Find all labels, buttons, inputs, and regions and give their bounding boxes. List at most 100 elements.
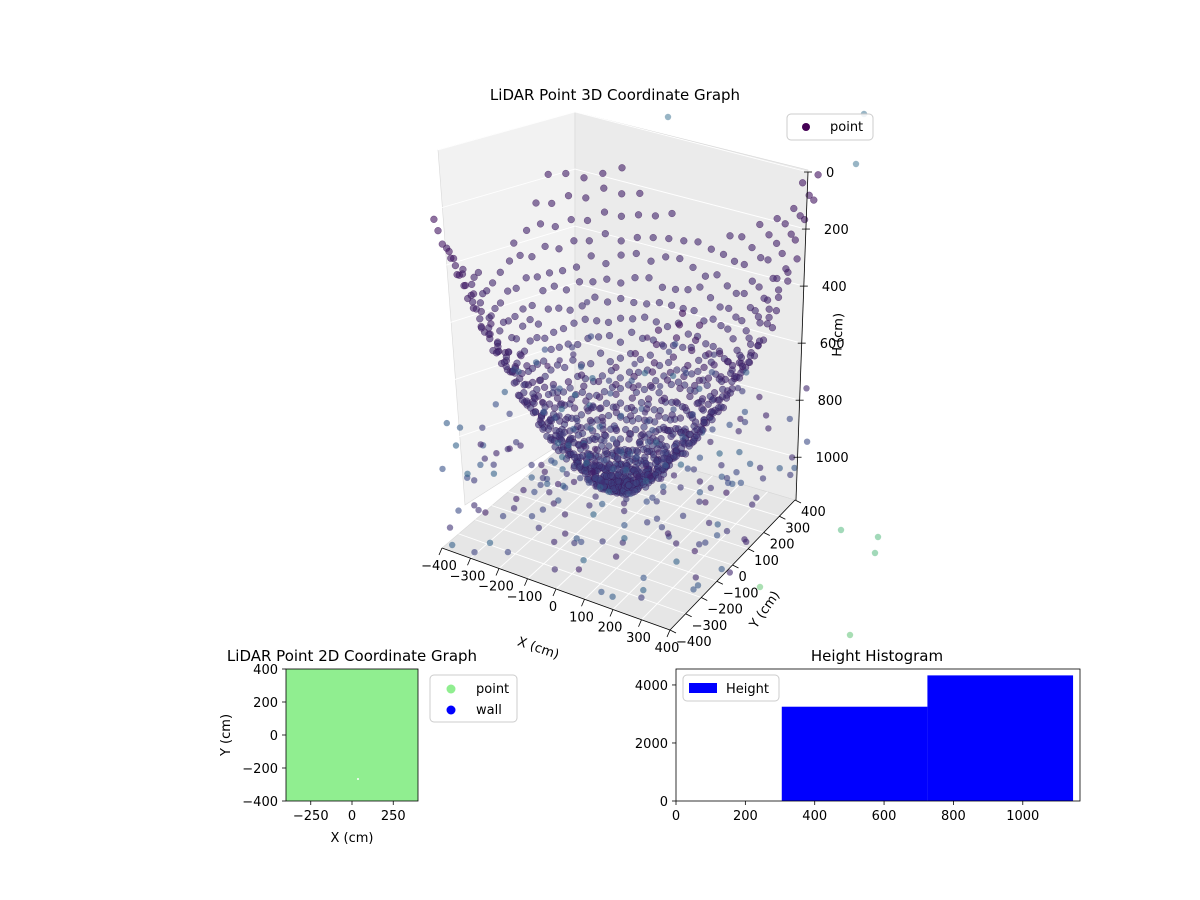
scatter-3d-point bbox=[601, 437, 608, 444]
scatter-3d-point bbox=[455, 507, 462, 514]
scatter-3d-point bbox=[602, 399, 611, 407]
scatter-3d-point bbox=[735, 428, 742, 435]
scatter-3d-point bbox=[512, 284, 520, 292]
scatter-3d-point bbox=[617, 412, 625, 419]
scatter-3d-point bbox=[680, 237, 688, 245]
scatter-3d-point bbox=[696, 454, 704, 461]
scatter-3d-point bbox=[764, 256, 772, 264]
scatter-3d-point bbox=[781, 220, 789, 228]
scatter-3d-point bbox=[566, 384, 574, 392]
scatter-3d-point bbox=[641, 369, 648, 377]
histogram-bar bbox=[927, 675, 1074, 801]
scatter-3d-point bbox=[662, 442, 671, 451]
y-tick-3d bbox=[779, 515, 786, 520]
scatter-3d-point bbox=[486, 539, 494, 546]
z-tick-label-3d: 1000 bbox=[816, 451, 849, 466]
scatter-3d-point bbox=[617, 237, 625, 245]
x-tick-label-hist: 800 bbox=[941, 809, 966, 824]
scatter-3d-point bbox=[492, 349, 501, 357]
x-axis-label-2d: X (cm) bbox=[331, 831, 374, 846]
scatter-3d-point bbox=[599, 169, 607, 178]
scatter-3d-point bbox=[548, 457, 555, 464]
scatter-3d-point bbox=[587, 333, 595, 340]
scatter-3d-point bbox=[601, 230, 609, 238]
x-tick-3d bbox=[581, 599, 585, 607]
scatter-3d-point bbox=[516, 251, 524, 260]
legend-2d: point wall bbox=[429, 674, 518, 723]
scatter-3d-point bbox=[434, 227, 442, 235]
scatter-3d-point bbox=[653, 515, 661, 522]
scatter-3d-point bbox=[696, 429, 703, 436]
scatter-3d-point bbox=[493, 450, 500, 457]
scatter-3d-point bbox=[675, 321, 684, 329]
scatter-3d-point bbox=[713, 271, 721, 279]
scatter-3d-point bbox=[517, 442, 524, 449]
scatter-3d-point bbox=[793, 255, 801, 263]
scatter-3d-point bbox=[496, 268, 504, 276]
scatter-3d-point bbox=[714, 521, 721, 528]
scatter-3d-point bbox=[682, 369, 690, 377]
scatter-3d-point bbox=[578, 388, 587, 396]
scatter-3d-point bbox=[609, 593, 616, 600]
scatter-3d-point bbox=[471, 549, 478, 556]
scatter-3d-point bbox=[650, 406, 658, 414]
y-tick-label-2d: 0 bbox=[270, 729, 278, 744]
scatter-3d-point bbox=[553, 394, 562, 402]
scatter-3d-point bbox=[477, 324, 486, 332]
grid-line-x bbox=[641, 491, 768, 621]
x-tick-3d bbox=[438, 547, 443, 556]
scatter-3d-point bbox=[600, 184, 608, 192]
scatter-3d-point bbox=[786, 415, 793, 423]
scatter-3d-point bbox=[612, 426, 621, 435]
scatter-3d-point bbox=[695, 376, 703, 385]
scatter-3d-point bbox=[591, 293, 599, 301]
scatter-3d-point bbox=[660, 483, 667, 490]
scatter-3d-point bbox=[659, 341, 666, 348]
scatter-3d-point bbox=[510, 366, 517, 373]
scatter-3d-point bbox=[585, 237, 593, 245]
legend-3d-marker-point bbox=[802, 123, 810, 131]
scatter-3d-point bbox=[645, 274, 653, 282]
scatter-3d-point bbox=[627, 412, 635, 420]
x-tick-label-2d: −250 bbox=[293, 809, 329, 824]
scatter-3d-point bbox=[756, 464, 764, 471]
scatter-3d-point bbox=[743, 369, 750, 376]
scatter-3d-point bbox=[641, 313, 649, 321]
scatter-3d-point bbox=[519, 305, 527, 313]
plot-2d: LiDAR Point 2D Coordinate Graph −250 0 250… bbox=[219, 647, 518, 846]
scatter-3d-point bbox=[691, 336, 700, 344]
scatter-3d-point bbox=[672, 398, 680, 406]
scatter-3d-point bbox=[571, 391, 579, 399]
scatter-3d-point bbox=[629, 489, 636, 496]
scatter-3d-point bbox=[485, 314, 493, 322]
scatter-3d-point bbox=[784, 277, 792, 285]
scatter-3d-point bbox=[676, 254, 684, 263]
scatter-3d-point bbox=[765, 305, 773, 313]
scatter-3d-point bbox=[544, 170, 552, 179]
y-tick-3d bbox=[701, 597, 708, 601]
scatter-3d-point bbox=[532, 359, 540, 366]
scatter-3d-point bbox=[506, 410, 513, 417]
scatter-3d-point bbox=[538, 461, 545, 469]
scatter-3d-point bbox=[451, 261, 460, 270]
scatter-3d-point bbox=[582, 397, 590, 405]
scatter-3d-point bbox=[491, 304, 499, 313]
scatter-3d-point bbox=[635, 382, 642, 389]
scatter-3d-point bbox=[693, 399, 701, 408]
scatter-3d-point bbox=[746, 303, 755, 312]
y-tick-label-2d: −400 bbox=[242, 795, 278, 810]
scatter-3d-point bbox=[607, 472, 615, 480]
scatter-3d-point bbox=[464, 470, 471, 477]
scatter-3d-point bbox=[665, 348, 673, 355]
scatter-3d-point bbox=[657, 435, 665, 443]
scatter-3d-point bbox=[559, 324, 568, 333]
scatter-3d-point bbox=[581, 442, 588, 449]
scatter-3d-point bbox=[600, 208, 609, 216]
scatter-3d-point bbox=[453, 270, 461, 279]
scatter-3d-point bbox=[585, 452, 592, 460]
scatter-3d-point bbox=[544, 480, 551, 487]
scatter-3d-point bbox=[631, 349, 639, 358]
scatter-3d-point bbox=[707, 484, 714, 492]
scatter-3d-point bbox=[676, 414, 685, 422]
scatter-3d-point bbox=[569, 356, 577, 364]
